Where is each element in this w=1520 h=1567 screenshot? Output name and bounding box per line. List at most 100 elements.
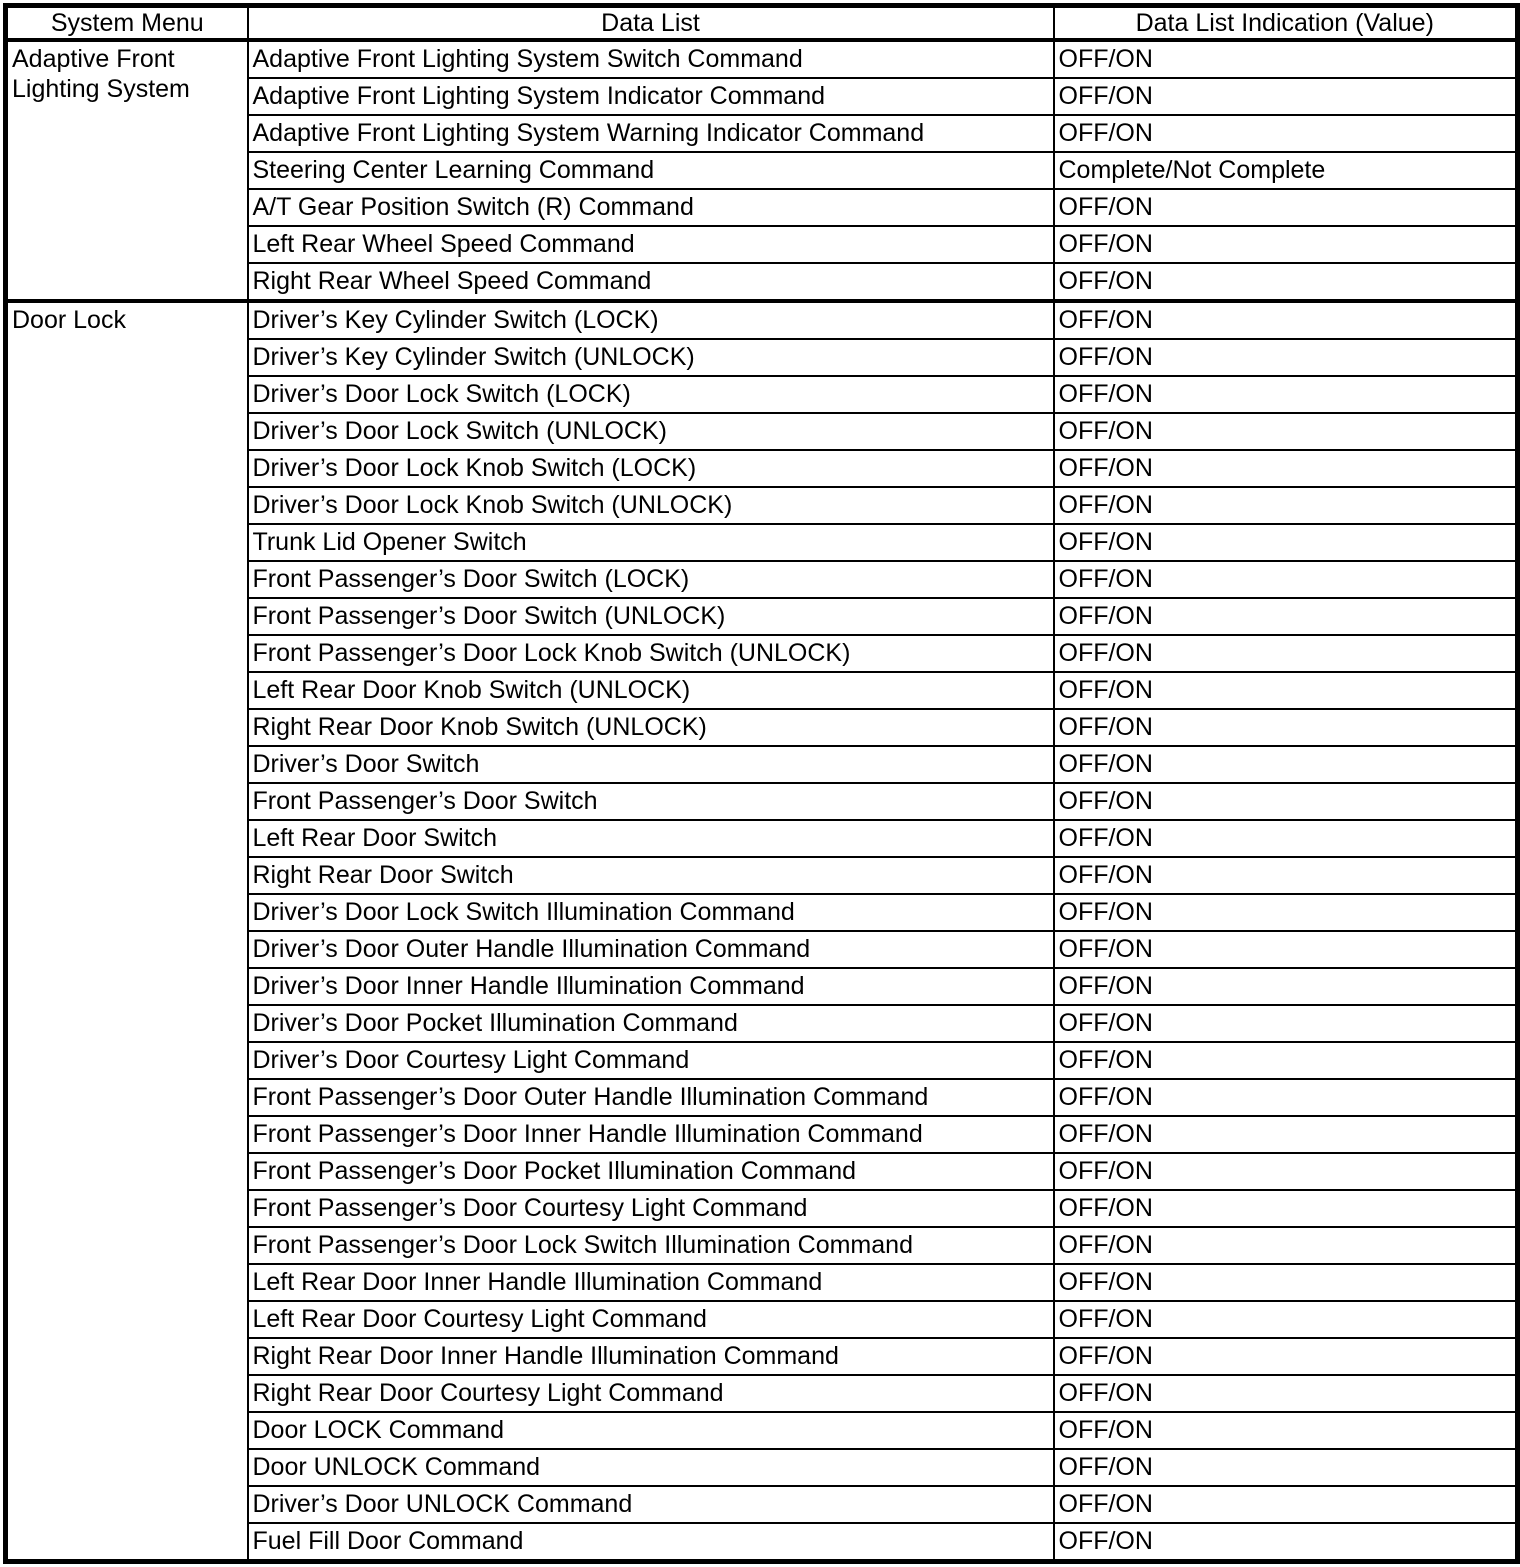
indication-value-cell: OFF/ON — [1052, 338, 1519, 377]
table-row: Front Passenger’s Door Switch (UNLOCK) OF… — [6, 597, 1519, 636]
system-menu-cell: Door Lock — [4, 299, 249, 1563]
data-list-cell: Front Passenger’s Door Pocket Illuminati… — [246, 1152, 1055, 1191]
table-row: Left Rear Wheel Speed Command OFF/ON — [6, 225, 1519, 264]
table-row: Front Passenger’s Door Courtesy Light Co… — [6, 1189, 1519, 1228]
table-body: Adaptive Front Lighting System Adaptive F… — [4, 38, 1519, 1563]
data-list-cell: Front Passenger’s Door Outer Handle Illu… — [246, 1078, 1055, 1117]
indication-value-cell: OFF/ON — [1052, 375, 1519, 414]
indication-value-cell: OFF/ON — [1052, 1226, 1519, 1265]
table-row: Left Rear Door Courtesy Light Command OFF… — [6, 1300, 1519, 1339]
indication-value-cell: OFF/ON — [1052, 1004, 1519, 1043]
table-row: A/T Gear Position Switch (R) Command OFF/… — [6, 188, 1519, 227]
data-list-cell: Front Passenger’s Door Inner Handle Illu… — [246, 1115, 1055, 1154]
data-list-cell: Door UNLOCK Command — [246, 1448, 1055, 1487]
table-row: Driver’s Door Inner Handle Illumination … — [6, 967, 1519, 1006]
table-row: Driver’s Door Lock Switch Illumination C… — [6, 893, 1519, 932]
data-list-cell: Driver’s Door Lock Switch Illumination C… — [246, 893, 1055, 932]
table-row: Right Rear Wheel Speed Command OFF/ON — [6, 262, 1519, 302]
data-list-cell: Right Rear Door Inner Handle Illuminatio… — [246, 1337, 1055, 1376]
header-row: System Menu Data List Data List Indicati… — [4, 4, 1519, 42]
indication-value-cell: OFF/ON — [1052, 1078, 1519, 1117]
column-header-data-list: Data List — [246, 4, 1055, 42]
indication-value-cell: OFF/ON — [1052, 299, 1519, 340]
table-row: Driver’s Door Pocket Illumination Comman… — [6, 1004, 1519, 1043]
data-list-cell: Driver’s Door Pocket Illumination Comman… — [246, 1004, 1055, 1043]
table-row: Driver’s Key Cylinder Switch (UNLOCK) OFF… — [6, 338, 1519, 377]
data-list-cell: Left Rear Door Switch — [246, 819, 1055, 858]
indication-value-cell: OFF/ON — [1052, 1337, 1519, 1376]
indication-value-cell: OFF/ON — [1052, 486, 1519, 525]
table-row: Adaptive Front Lighting System Adaptive F… — [4, 38, 1519, 302]
indication-value-cell: OFF/ON — [1052, 597, 1519, 636]
data-list-cell: Front Passenger’s Door Lock Knob Switch … — [246, 634, 1055, 673]
table-row: Right Rear Door Inner Handle Illuminatio… — [6, 1337, 1519, 1376]
column-header-data-list-indication: Data List Indication (Value) — [1052, 4, 1519, 42]
indication-value-cell: OFF/ON — [1052, 114, 1519, 153]
data-list-cell: Front Passenger’s Door Courtesy Light Co… — [246, 1189, 1055, 1228]
indication-value-cell: OFF/ON — [1052, 930, 1519, 969]
table-row: Driver’s Door Switch OFF/ON — [6, 745, 1519, 784]
data-list-cell: Steering Center Learning Command — [246, 151, 1055, 190]
indication-value-cell: OFF/ON — [1052, 1041, 1519, 1080]
indication-value-cell: OFF/ON — [1052, 1485, 1519, 1524]
table-row: Front Passenger’s Door Lock Switch Illum… — [6, 1226, 1519, 1265]
table-row: Front Passenger’s Door Switch (LOCK) OFF/… — [6, 560, 1519, 599]
indication-value-cell: Complete/Not Complete — [1052, 151, 1519, 190]
data-list-cell: Right Rear Door Courtesy Light Command — [246, 1374, 1055, 1413]
table-row: Right Rear Door Knob Switch (UNLOCK) OFF/… — [6, 708, 1519, 747]
indication-value-cell: OFF/ON — [1052, 225, 1519, 264]
column-header-system-menu: System Menu — [4, 4, 249, 42]
table-row: Steering Center Learning Command Complete… — [6, 151, 1519, 190]
table-row: Front Passenger’s Door Switch OFF/ON — [6, 782, 1519, 821]
table-row: Driver’s Door UNLOCK Command OFF/ON — [6, 1485, 1519, 1524]
data-list-cell: Adaptive Front Lighting System Indicator… — [246, 77, 1055, 116]
table-row: Left Rear Door Knob Switch (UNLOCK) OFF/O… — [6, 671, 1519, 710]
data-list-cell: Right Rear Wheel Speed Command — [246, 262, 1055, 302]
data-list-cell: Driver’s Door Lock Knob Switch (LOCK) — [246, 449, 1055, 488]
table-row: Front Passenger’s Door Inner Handle Illu… — [6, 1115, 1519, 1154]
indication-value-cell: OFF/ON — [1052, 634, 1519, 673]
indication-value-cell: OFF/ON — [1052, 412, 1519, 451]
indication-value-cell: OFF/ON — [1052, 893, 1519, 932]
table-row: Adaptive Front Lighting System Indicator… — [6, 77, 1519, 116]
indication-value-cell: OFF/ON — [1052, 262, 1519, 302]
indication-value-cell: OFF/ON — [1052, 856, 1519, 895]
indication-value-cell: OFF/ON — [1052, 188, 1519, 227]
indication-value-cell: OFF/ON — [1052, 523, 1519, 562]
indication-value-cell: OFF/ON — [1052, 1115, 1519, 1154]
data-list-cell: Driver’s Door Outer Handle Illumination … — [246, 930, 1055, 969]
indication-value-cell: OFF/ON — [1052, 77, 1519, 116]
data-list-cell: Driver’s Door Inner Handle Illumination … — [246, 967, 1055, 1006]
table-row: Door LOCK Command OFF/ON — [6, 1411, 1519, 1450]
data-list-cell: Driver’s Door Courtesy Light Command — [246, 1041, 1055, 1080]
table-row: Driver’s Door Lock Switch (LOCK) OFF/ON — [6, 375, 1519, 414]
data-list-cell: Door LOCK Command — [246, 1411, 1055, 1450]
data-list-cell: Driver’s Door Lock Switch (LOCK) — [246, 375, 1055, 414]
table-row: Driver’s Door Courtesy Light Command OFF/… — [6, 1041, 1519, 1080]
indication-value-cell: OFF/ON — [1052, 1263, 1519, 1302]
data-list-cell: Left Rear Door Courtesy Light Command — [246, 1300, 1055, 1339]
data-list-cell: Driver’s Door Lock Switch (UNLOCK) — [246, 412, 1055, 451]
indication-value-cell: OFF/ON — [1052, 449, 1519, 488]
indication-value-cell: OFF/ON — [1052, 671, 1519, 710]
data-list-cell: A/T Gear Position Switch (R) Command — [246, 188, 1055, 227]
data-list-cell: Front Passenger’s Door Switch — [246, 782, 1055, 821]
data-list-cell: Right Rear Door Switch — [246, 856, 1055, 895]
indication-value-cell: OFF/ON — [1052, 1522, 1519, 1563]
table-row: Front Passenger’s Door Lock Knob Switch … — [6, 634, 1519, 673]
indication-value-cell: OFF/ON — [1052, 819, 1519, 858]
data-list-cell: Front Passenger’s Door Switch (LOCK) — [246, 560, 1055, 599]
indication-value-cell: OFF/ON — [1052, 1448, 1519, 1487]
data-list-cell: Front Passenger’s Door Lock Switch Illum… — [246, 1226, 1055, 1265]
data-list-table: System Menu Data List Data List Indicati… — [3, 3, 1520, 1564]
table-row: Trunk Lid Opener Switch OFF/ON — [6, 523, 1519, 562]
indication-value-cell: OFF/ON — [1052, 745, 1519, 784]
indication-value-cell: OFF/ON — [1052, 1374, 1519, 1413]
data-list-cell: Left Rear Wheel Speed Command — [246, 225, 1055, 264]
data-list-cell: Left Rear Door Knob Switch (UNLOCK) — [246, 671, 1055, 710]
table-row: Right Rear Door Switch OFF/ON — [6, 856, 1519, 895]
data-list-cell: Right Rear Door Knob Switch (UNLOCK) — [246, 708, 1055, 747]
data-list-cell: Driver’s Door UNLOCK Command — [246, 1485, 1055, 1524]
data-list-cell: Driver’s Door Lock Knob Switch (UNLOCK) — [246, 486, 1055, 525]
data-list-cell: Driver’s Door Switch — [246, 745, 1055, 784]
